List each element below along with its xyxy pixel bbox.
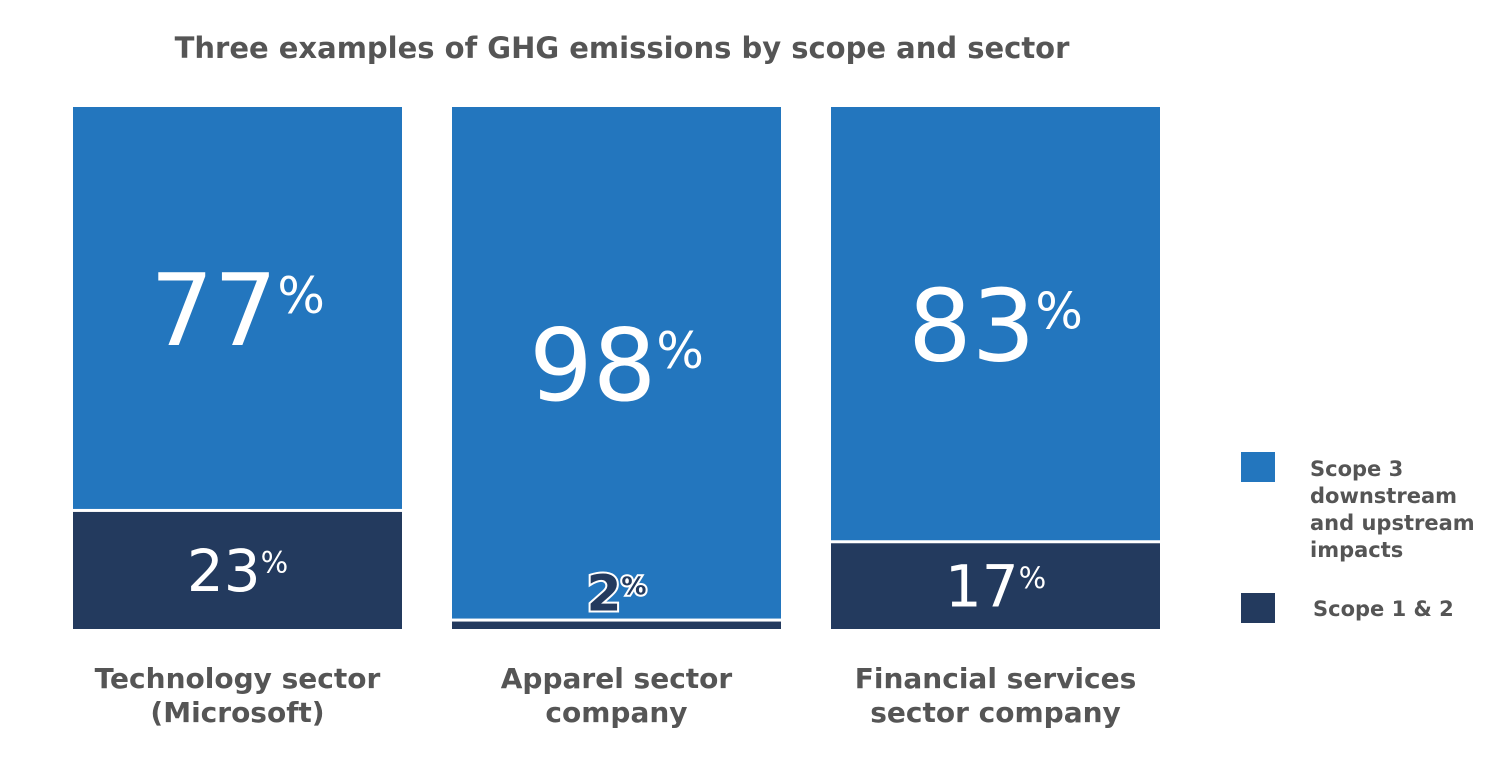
- value-label-scope3: 98%: [529, 307, 704, 424]
- legend-label-scope12: Scope 1 & 2: [1313, 597, 1454, 621]
- bar-scope3: [73, 107, 402, 509]
- bar-scope3: [452, 107, 781, 619]
- value-label-scope12: 23%: [187, 537, 288, 605]
- category-label: sector company: [870, 696, 1121, 729]
- bar-scope12: [452, 621, 781, 629]
- category-label: Technology sector: [95, 662, 381, 695]
- legend-label-scope3: Scope 3: [1310, 457, 1403, 481]
- category-label: company: [545, 696, 687, 729]
- bar-scope12: [831, 543, 1160, 629]
- value-label-scope12: 17%: [945, 553, 1046, 621]
- bar-scope3: [831, 107, 1160, 541]
- legend-swatch-scope3: [1241, 452, 1275, 482]
- legend-swatch-scope12: [1241, 593, 1275, 623]
- value-label-scope3: 77%: [150, 252, 325, 369]
- legend: Scope 3 downstream and upstream impacts Scop…: [1241, 452, 1475, 623]
- category-label: (Microsoft): [150, 696, 324, 729]
- chart-title: Three examples of GHG emissions by scope…: [175, 31, 1071, 65]
- bar-scope12: [73, 511, 402, 629]
- category-label: Financial services: [855, 662, 1137, 695]
- category-label: Apparel sector: [501, 662, 733, 695]
- value-label-scope12: 2%: [587, 565, 647, 623]
- legend-label-scope3: downstream: [1310, 484, 1457, 508]
- bar-group: 77% 23% Technology sector(Microsoft): [73, 107, 402, 729]
- legend-label-scope3: and upstream: [1310, 511, 1475, 535]
- value-label-scope3: 83%: [908, 268, 1083, 385]
- legend-label-scope3: impacts: [1310, 538, 1403, 562]
